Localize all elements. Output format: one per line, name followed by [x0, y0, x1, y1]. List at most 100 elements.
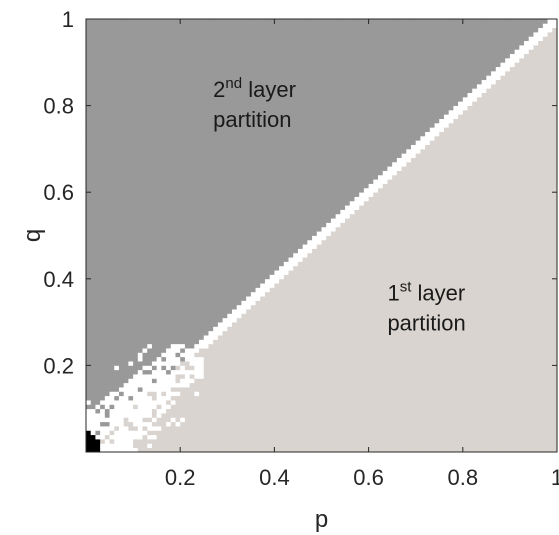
heatmap-cell: [227, 209, 233, 215]
heatmap-cell: [279, 369, 285, 375]
heatmap-cell: [166, 161, 172, 167]
heatmap-cell: [307, 31, 313, 37]
heatmap-cell: [255, 426, 261, 431]
heatmap-cell: [260, 135, 266, 141]
heatmap-cell: [95, 157, 101, 163]
heatmap-cell: [194, 157, 200, 163]
heatmap-cell: [86, 49, 92, 55]
heatmap-cell: [264, 31, 271, 37]
heatmap-cell: [109, 222, 115, 228]
heatmap-cell: [208, 153, 214, 158]
heatmap-cell: [180, 356, 186, 362]
heatmap-cell: [283, 114, 289, 119]
heatmap-cell: [100, 222, 106, 228]
heatmap-cell: [236, 148, 242, 154]
heatmap-cell: [118, 244, 125, 249]
heatmap-cell: [180, 395, 186, 401]
heatmap-cell: [213, 343, 219, 349]
heatmap-cell: [203, 53, 209, 59]
heatmap-cell: [255, 31, 261, 37]
heatmap-cell: [128, 335, 134, 340]
heatmap-cell: [123, 287, 129, 293]
heatmap-cell: [293, 148, 299, 154]
heatmap-cell: [180, 413, 186, 418]
heatmap-cell: [95, 365, 101, 371]
heatmap-cell: [274, 395, 280, 401]
heatmap-cell: [137, 395, 143, 401]
heatmap-cell: [269, 365, 275, 371]
heatmap-cell: [123, 75, 129, 81]
heatmap-cell: [90, 369, 96, 375]
heatmap-cell: [293, 235, 299, 241]
heatmap-cell: [161, 88, 167, 94]
heatmap-cell: [307, 209, 313, 215]
heatmap-cell: [307, 205, 313, 210]
heatmap-cell: [199, 352, 205, 358]
heatmap-cell: [133, 109, 139, 115]
heatmap-cell: [222, 274, 228, 280]
heatmap-cell: [194, 439, 200, 444]
heatmap-cell: [312, 339, 318, 345]
heatmap-cell: [232, 296, 238, 301]
heatmap-cell: [123, 248, 129, 254]
heatmap-cell: [151, 161, 158, 167]
heatmap-cell: [293, 317, 299, 323]
heatmap-cell: [213, 144, 219, 150]
heatmap-cell: [316, 361, 322, 366]
heatmap-cell: [147, 439, 153, 444]
heatmap-cell: [137, 40, 143, 46]
heatmap-cell: [86, 114, 92, 119]
heatmap-cell: [264, 356, 271, 362]
heatmap-cell: [269, 417, 275, 423]
heatmap-cell: [156, 322, 162, 327]
heatmap-cell: [118, 400, 125, 405]
heatmap-cell: [90, 361, 96, 366]
heatmap-cell: [161, 200, 167, 206]
heatmap-cell: [194, 200, 200, 206]
heatmap-cell: [90, 382, 96, 388]
heatmap-cell: [283, 374, 289, 379]
heatmap-cell: [227, 57, 233, 63]
heatmap-cell: [222, 244, 228, 249]
heatmap-cell: [133, 213, 139, 219]
heatmap-cell: [166, 395, 172, 401]
heatmap-cell: [95, 278, 101, 284]
heatmap-cell: [109, 369, 115, 375]
heatmap-cell: [95, 213, 101, 219]
heatmap-cell: [166, 153, 172, 158]
heatmap-cell: [288, 400, 294, 405]
heatmap-cell: [203, 196, 209, 202]
heatmap-cell: [227, 192, 233, 197]
heatmap-cell: [213, 248, 219, 254]
heatmap-cell: [118, 49, 125, 55]
heatmap-cell: [194, 44, 200, 50]
heatmap-cell: [241, 330, 247, 336]
heatmap-cell: [232, 101, 238, 106]
heatmap-cell: [104, 200, 110, 206]
heatmap-cell: [109, 57, 115, 63]
heatmap-cell: [217, 109, 223, 115]
heatmap-cell: [151, 426, 158, 431]
heatmap-cell: [104, 361, 110, 366]
heatmap-cell: [118, 313, 125, 319]
heatmap-cell: [118, 291, 125, 297]
heatmap-cell: [180, 382, 186, 388]
heatmap-cell: [156, 326, 162, 332]
heatmap-cell: [274, 348, 280, 353]
heatmap-cell: [151, 404, 158, 410]
heatmap-cell: [208, 88, 214, 94]
heatmap-cell: [189, 426, 195, 431]
heatmap-cell: [118, 179, 125, 184]
heatmap-cell: [100, 179, 106, 184]
heatmap-cell: [217, 53, 223, 59]
heatmap-cell: [255, 400, 261, 405]
heatmap-cell: [189, 83, 195, 89]
heatmap-cell: [166, 205, 172, 210]
heatmap-cell: [147, 161, 153, 167]
heatmap-cell: [95, 304, 101, 310]
heatmap-cell: [156, 231, 162, 236]
heatmap-cell: [142, 291, 148, 297]
heatmap-cell: [142, 161, 148, 167]
heatmap-cell: [118, 300, 125, 306]
heatmap-cell: [213, 213, 219, 219]
